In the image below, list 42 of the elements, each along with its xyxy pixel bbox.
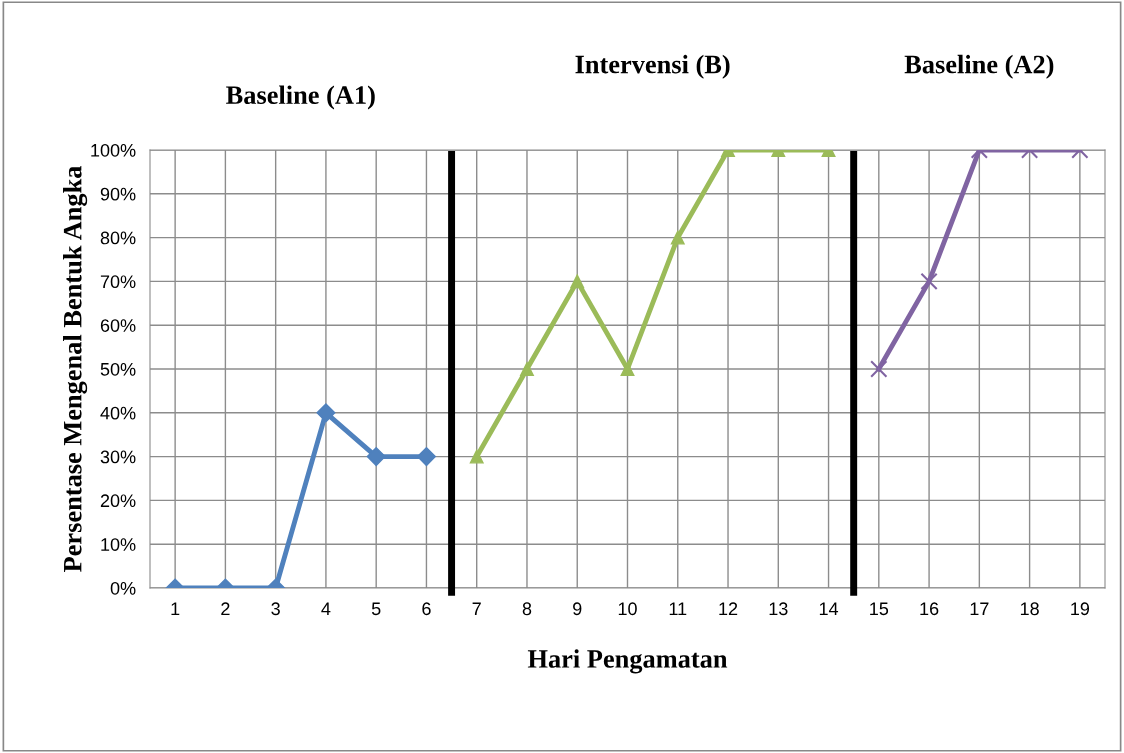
x-tick-label: 17 bbox=[970, 602, 989, 615]
y-tick-label: 40% bbox=[100, 406, 136, 420]
point bbox=[570, 274, 585, 289]
point bbox=[316, 403, 336, 423]
text: Baseline (A2) bbox=[904, 54, 1054, 79]
x-tick-label: 9 bbox=[573, 602, 582, 616]
y-axis-title: Persentase Mengenal Bentuk Angka bbox=[63, 165, 88, 572]
text: Intervensi (B) bbox=[575, 54, 730, 79]
x-tick-label: 5 bbox=[371, 602, 381, 616]
y-tick-label: 50% bbox=[100, 362, 136, 376]
point bbox=[870, 360, 888, 378]
x-tick-label: 12 bbox=[719, 602, 738, 615]
x-tick-label: 1 bbox=[171, 602, 180, 615]
y-tick-label: 70% bbox=[100, 275, 136, 289]
point bbox=[920, 272, 938, 291]
x-tick-label: 7 bbox=[472, 602, 481, 615]
x-tick-label: 16 bbox=[920, 602, 939, 616]
y-tick-label: 0% bbox=[110, 581, 136, 595]
x-tick-label: 13 bbox=[769, 602, 788, 616]
y-tick-label: 30% bbox=[100, 450, 136, 464]
x-tick-label: 8 bbox=[522, 602, 532, 616]
x-tick-label: 4 bbox=[321, 602, 331, 615]
y-tick-label: 100% bbox=[91, 143, 136, 157]
y-tick-label: 10% bbox=[101, 538, 136, 551]
y-tick-label: 80% bbox=[100, 231, 136, 245]
y-tick-label: 90% bbox=[100, 187, 136, 201]
point bbox=[620, 362, 635, 376]
point bbox=[469, 449, 484, 464]
point bbox=[520, 362, 534, 376]
y-tick-label: 20% bbox=[100, 494, 136, 508]
y-tick-label: 60% bbox=[100, 319, 136, 332]
x-tick-label: 18 bbox=[1020, 602, 1039, 616]
x-tick-label: 19 bbox=[1071, 602, 1090, 616]
x-tick-label: 10 bbox=[618, 602, 637, 616]
x-tick-label: 3 bbox=[271, 602, 280, 616]
x-tick-label: 11 bbox=[669, 602, 687, 615]
x-tick-label: 6 bbox=[422, 602, 431, 616]
x-axis-title: Hari Pengamatan bbox=[527, 649, 728, 674]
x-tick-label: 14 bbox=[819, 602, 839, 615]
text: Baseline (A1) bbox=[226, 85, 375, 110]
x-tick-label: 15 bbox=[870, 602, 889, 616]
x-tick-label: 2 bbox=[221, 602, 230, 615]
